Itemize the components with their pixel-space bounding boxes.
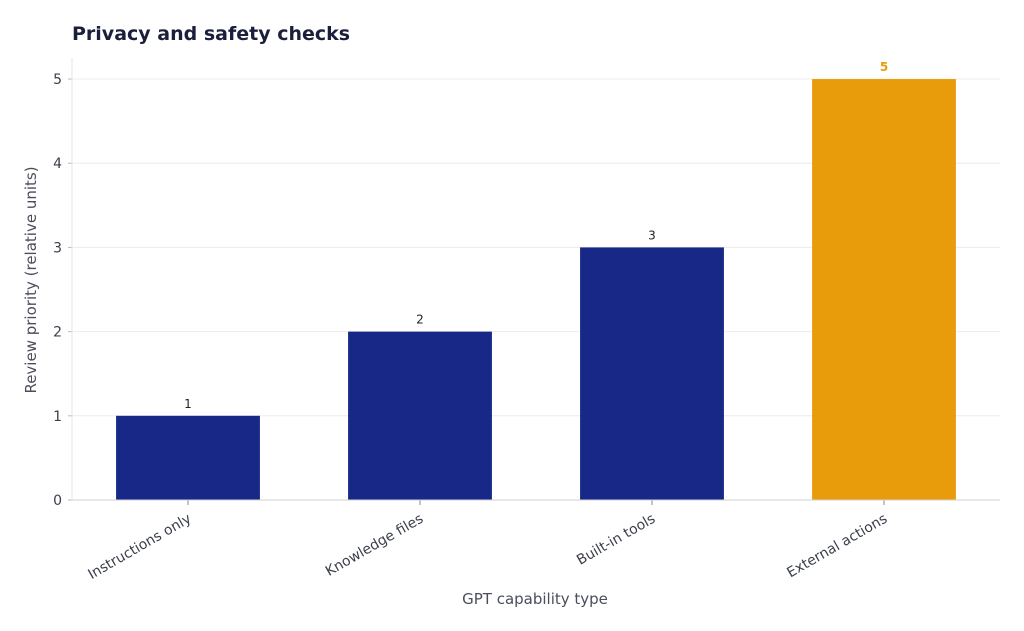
x-tick-label: External actions xyxy=(784,511,890,581)
x-axis-ticks: Instructions only Knowledge files Built-in… xyxy=(85,500,890,583)
x-tick-label: Built-in tools xyxy=(574,511,658,569)
bars xyxy=(116,79,956,501)
y-tick-label: 1 xyxy=(53,409,62,425)
data-label: 3 xyxy=(648,228,656,242)
data-label: 5 xyxy=(880,60,888,74)
y-tick-label: 3 xyxy=(53,240,62,256)
chart-title: Privacy and safety checks xyxy=(72,23,350,45)
x-axis-label: GPT capability type xyxy=(462,590,608,608)
x-tick-label: Knowledge files xyxy=(323,511,426,580)
data-label: 1 xyxy=(184,397,192,411)
y-tick-label: 4 xyxy=(53,156,62,172)
y-axis-ticks: 0 1 2 3 4 5 xyxy=(53,72,72,509)
y-tick-label: 0 xyxy=(53,493,62,509)
y-axis-label: Review priority (relative units) xyxy=(22,166,40,393)
bar-knowledge-files xyxy=(348,331,492,500)
data-label: 2 xyxy=(416,313,424,327)
data-labels: 1 2 3 5 xyxy=(184,60,888,411)
y-tick-label: 5 xyxy=(53,72,62,88)
bar-built-in-tools xyxy=(580,247,724,500)
bar-instructions-only xyxy=(116,415,260,500)
bar-external-actions xyxy=(812,79,956,501)
x-tick-label: Instructions only xyxy=(85,511,194,583)
y-tick-label: 2 xyxy=(53,325,62,341)
